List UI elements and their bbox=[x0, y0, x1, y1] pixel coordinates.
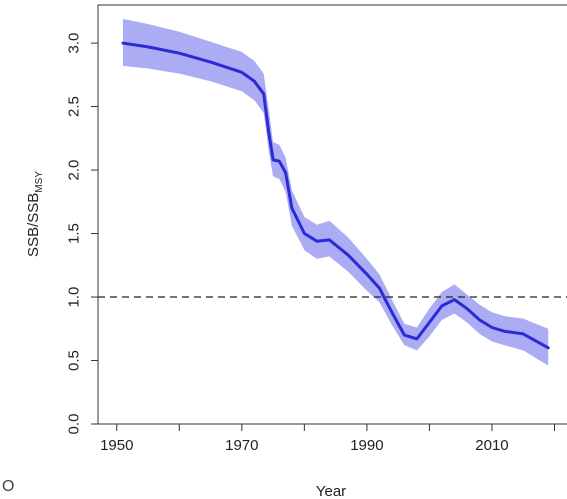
y-axis-title-subscript: MSY bbox=[34, 171, 45, 193]
y-axis: 0.0 0.5 1.0 1.5 2.0 2.5 3.0 bbox=[66, 33, 98, 435]
x-tick-label: 2010 bbox=[475, 437, 508, 454]
x-axis-title: Year bbox=[316, 483, 346, 499]
y-tick-label: 1.0 bbox=[66, 287, 83, 308]
y-tick-label: 3.0 bbox=[66, 33, 83, 54]
x-tick-label: 1970 bbox=[225, 437, 258, 454]
y-tick-label: 2.0 bbox=[66, 160, 83, 181]
y-tick-label: 1.5 bbox=[66, 223, 83, 244]
ssb-ratio-line bbox=[121, 41, 550, 350]
x-axis: 1950 1970 1990 2010 bbox=[100, 424, 555, 454]
x-tick-label: 1950 bbox=[100, 437, 133, 454]
y-tick-label: 2.5 bbox=[66, 96, 83, 117]
y-tick-label: 0.0 bbox=[66, 414, 83, 435]
y-axis-title: SSB/SSBMSY bbox=[25, 171, 45, 257]
plot-frame bbox=[97, 4, 567, 425]
plot-area bbox=[98, 5, 567, 424]
x-tick-label: 1990 bbox=[350, 437, 383, 454]
y-tick-label: 0.5 bbox=[66, 350, 83, 371]
y-axis-title-main: SSB/SSB bbox=[25, 193, 42, 257]
panel-letter: O bbox=[2, 478, 15, 495]
